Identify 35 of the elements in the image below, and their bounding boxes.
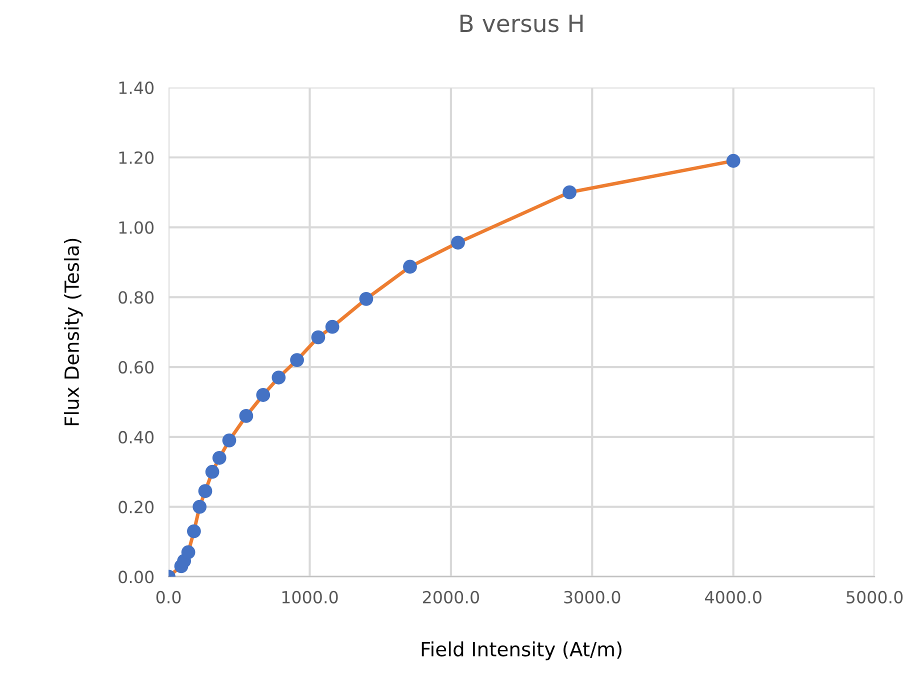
point <box>562 185 576 200</box>
x-axis-title: Field Intensity (At/m) <box>422 641 622 660</box>
chart-title: B versus H <box>460 14 583 32</box>
point <box>187 524 201 538</box>
point <box>311 330 326 344</box>
point <box>325 320 340 334</box>
point <box>359 292 374 306</box>
y-axis-title: Flux Density (Tesla) <box>64 238 83 426</box>
point <box>192 500 207 514</box>
point <box>256 388 270 402</box>
x-tick-label: 4000.0 <box>705 590 762 604</box>
y-tick-label: 0.40 <box>118 430 154 444</box>
point <box>239 409 254 423</box>
x-tick-label: 2000.0 <box>423 590 479 604</box>
x-tick-label: 3000.0 <box>564 590 620 604</box>
point <box>198 484 212 498</box>
x-tick-label: 0.0 <box>156 590 181 604</box>
x-tick-label: 1000.0 <box>282 590 338 604</box>
y-tick-label: 0.00 <box>118 570 154 584</box>
point <box>403 260 417 274</box>
point <box>726 154 740 168</box>
x-tick-label: 5000.0 <box>846 590 903 604</box>
point <box>290 353 304 367</box>
y-tick-label: 1.40 <box>119 81 154 94</box>
point <box>272 370 286 384</box>
y-tick-label: 1.20 <box>119 151 154 164</box>
point <box>222 433 236 448</box>
y-tick-label: 0.20 <box>118 500 154 514</box>
point <box>451 236 465 250</box>
point <box>212 450 226 465</box>
y-tick-label: 1.00 <box>119 221 154 234</box>
y-tick-label: 0.60 <box>118 361 154 374</box>
point <box>205 464 220 479</box>
y-tick-label: 0.80 <box>118 291 154 304</box>
point <box>181 545 196 560</box>
